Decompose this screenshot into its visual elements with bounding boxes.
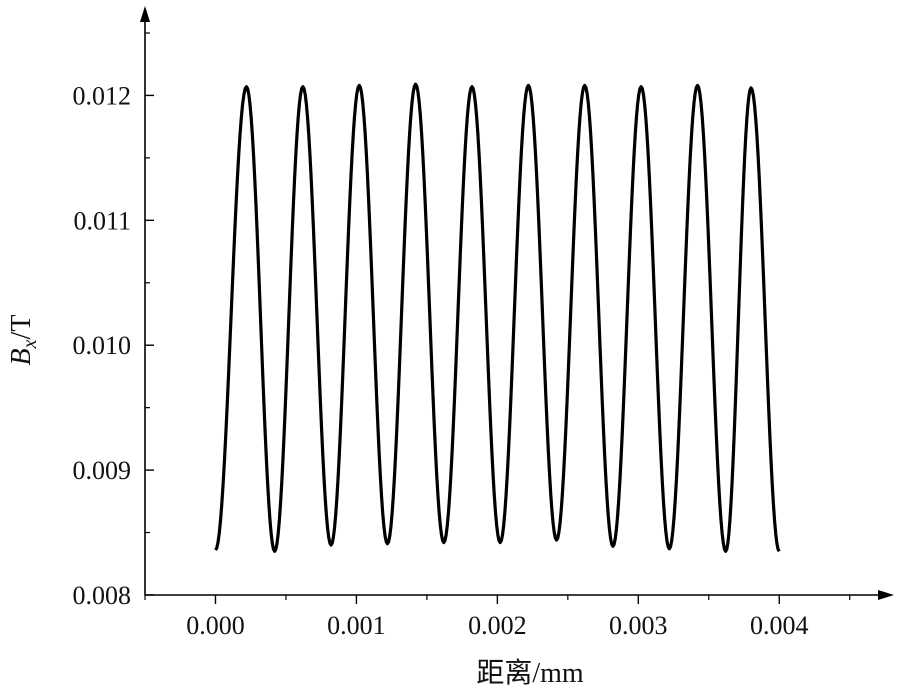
y-axis-subscript: x: [19, 339, 41, 349]
y-tick-label: 0.011: [73, 206, 131, 235]
x-axis-arrow: [878, 590, 894, 600]
y-ticks: 0.008 0.009 0.010 0.011 0.012: [73, 81, 154, 610]
axes: [140, 6, 894, 600]
y-axis-symbol: B: [6, 348, 37, 365]
series-line: [214, 82, 781, 553]
x-tick-label: 0.001: [327, 611, 386, 640]
y-tick-label: 0.012: [73, 81, 132, 110]
x-tick-label: 0.003: [609, 611, 668, 640]
y-tick-label: 0.008: [73, 581, 132, 610]
x-axis-title: 距离/mm: [476, 657, 584, 688]
x-tick-label: 0.002: [468, 611, 527, 640]
y-axis-unit: /T: [6, 315, 37, 340]
x-tick-label: 0.004: [750, 611, 809, 640]
y-tick-label: 0.010: [73, 331, 132, 360]
x-ticks: 0.000 0.001 0.002 0.003 0.004: [186, 595, 808, 640]
y-tick-label: 0.009: [73, 456, 132, 485]
y-axis-arrow: [140, 6, 150, 22]
series: [214, 82, 781, 553]
y-axis-title: Bx/T: [6, 315, 41, 366]
minor-ticks: [144, 32, 851, 600]
x-tick-label: 0.000: [186, 611, 245, 640]
